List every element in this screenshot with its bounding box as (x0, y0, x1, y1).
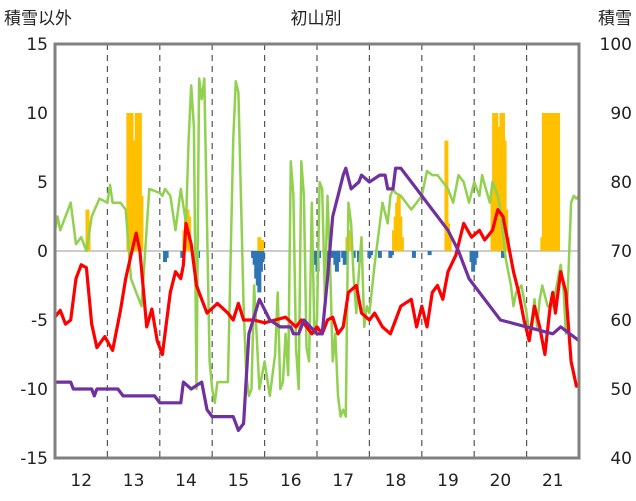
bar (368, 251, 373, 256)
y-tick-left: -15 (20, 449, 48, 469)
bar (492, 113, 497, 251)
y-tick-right: 40 (610, 449, 632, 469)
plot-frame (53, 42, 581, 460)
bar (411, 251, 416, 258)
bar (330, 251, 335, 258)
bar (180, 251, 185, 258)
bar (556, 113, 561, 251)
x-tick: 15 (228, 471, 250, 491)
series-line (53, 166, 581, 432)
y-tick-left: 10 (26, 104, 48, 124)
bar (398, 216, 403, 251)
bar (444, 140, 449, 251)
y-tick-right: 90 (610, 104, 632, 124)
bar (325, 251, 330, 265)
y-tick-left: -5 (31, 311, 48, 331)
bar (164, 251, 169, 258)
bar (260, 251, 265, 263)
bar (502, 140, 507, 251)
bar (447, 237, 452, 251)
bar (399, 237, 404, 251)
series-line (53, 208, 578, 388)
bar (389, 251, 394, 256)
y-tick-left: 15 (26, 35, 48, 55)
x-tick: 18 (385, 471, 407, 491)
x-tick: 14 (175, 471, 197, 491)
bar (257, 237, 262, 251)
y-tick-right: 100 (600, 35, 632, 55)
bar (501, 251, 506, 258)
x-tick: 19 (437, 471, 459, 491)
bar (259, 239, 264, 251)
bar (497, 126, 502, 251)
x-tick: 17 (332, 471, 354, 491)
bar (474, 251, 479, 258)
bar (377, 251, 382, 258)
x-tick: 12 (70, 471, 92, 491)
y-tick-right: 70 (610, 242, 632, 262)
bar (137, 113, 142, 251)
y-tick-left: -10 (20, 380, 48, 400)
x-tick: 21 (542, 471, 564, 491)
y-tick-right: 60 (610, 311, 632, 331)
chart-title: 初山別 (291, 9, 342, 29)
bar (139, 195, 144, 251)
y-tick-right: 50 (610, 380, 632, 400)
bar (132, 188, 137, 251)
line-series-group (53, 77, 581, 432)
left-axis-title: 積雪以外 (4, 9, 72, 29)
bar (427, 251, 432, 256)
x-tick: 16 (280, 471, 302, 491)
right-axis-title: 積雪 (598, 9, 632, 29)
y-tick-left: 0 (37, 242, 48, 262)
bar (336, 251, 341, 263)
y-tick-right: 80 (610, 173, 632, 193)
bar (348, 239, 353, 251)
x-tick: 13 (123, 471, 145, 491)
x-tick: 20 (490, 471, 512, 491)
bar (344, 251, 349, 258)
y-tick-left: 5 (37, 173, 48, 193)
